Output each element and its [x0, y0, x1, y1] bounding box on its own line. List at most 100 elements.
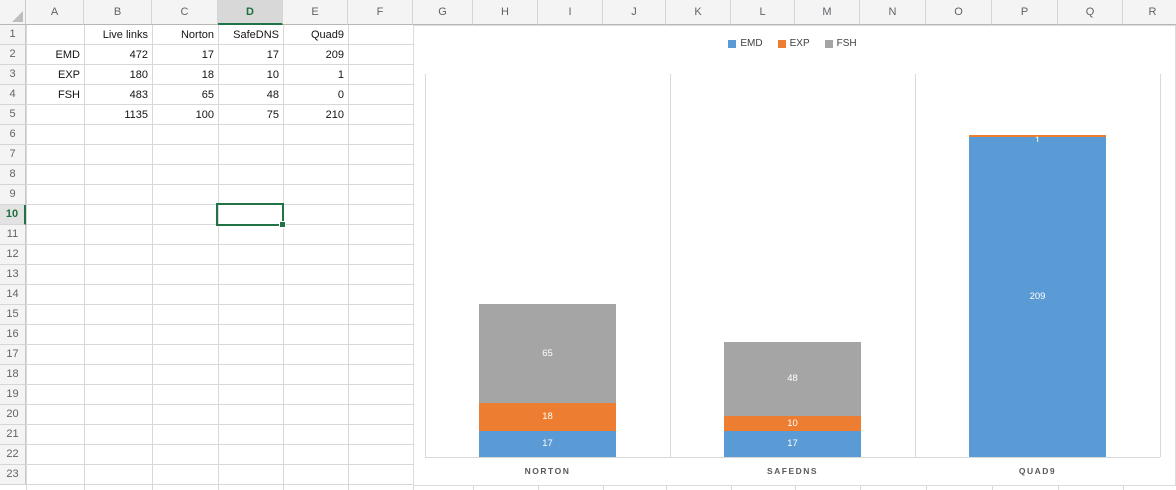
column-header-K[interactable]: K: [666, 0, 731, 25]
column-gridline: [283, 25, 284, 490]
column-header-A[interactable]: A: [26, 0, 84, 25]
column-header-C[interactable]: C: [152, 0, 218, 25]
row-header-23[interactable]: 23: [0, 465, 26, 485]
column-header-F[interactable]: F: [348, 0, 413, 25]
bar-segment-EXP-QUAD9[interactable]: 1: [969, 135, 1106, 142]
legend-item-FSH[interactable]: FSH: [824, 38, 857, 49]
cell-C5[interactable]: 100: [195, 109, 214, 121]
cell-E5[interactable]: 210: [325, 109, 344, 121]
cell-E2[interactable]: 209: [325, 49, 344, 61]
column-header-I[interactable]: I: [538, 0, 603, 25]
cell-C1[interactable]: Norton: [180, 29, 214, 41]
column-gridline: [84, 25, 85, 490]
data-label: 209: [1029, 290, 1046, 302]
column-gridline: [152, 25, 153, 490]
legend-swatch-EXP: [777, 39, 786, 48]
cell-D2[interactable]: 17: [266, 49, 279, 61]
column-header-P[interactable]: P: [992, 0, 1058, 25]
cell-A2[interactable]: EMD: [55, 49, 80, 61]
fill-handle[interactable]: [279, 221, 286, 228]
cell-A3[interactable]: EXP: [57, 69, 80, 81]
row-header-15[interactable]: 15: [0, 305, 26, 325]
row-header-6[interactable]: 6: [0, 125, 26, 145]
category-separator-gridline: [1160, 74, 1161, 457]
cell-D1[interactable]: SafeDNS: [233, 29, 279, 41]
column-header-M[interactable]: M: [795, 0, 860, 25]
column-header-L[interactable]: L: [731, 0, 795, 25]
select-all-triangle-icon: [12, 11, 23, 22]
row-header-2[interactable]: 2: [0, 45, 26, 65]
column-gridline: [26, 25, 27, 490]
legend-item-EMD[interactable]: EMD: [728, 38, 763, 49]
row-header-21[interactable]: 21: [0, 425, 26, 445]
legend-label: FSH: [836, 38, 857, 49]
cell-B3[interactable]: 180: [129, 69, 148, 81]
legend-swatch-FSH: [824, 39, 833, 48]
cell-E3[interactable]: 1: [337, 69, 344, 81]
legend-item-EXP[interactable]: EXP: [777, 38, 810, 49]
chart-legend: EMD EXP FSH: [425, 38, 1160, 49]
data-label: 10: [787, 417, 798, 429]
data-label: 1: [1034, 135, 1041, 143]
category-label-NORTON: NORTON: [524, 466, 571, 476]
data-label: 18: [542, 411, 553, 423]
column-header-Q[interactable]: Q: [1058, 0, 1123, 25]
bar-segment-EXP-SAFEDNS[interactable]: 10: [724, 415, 861, 431]
cell-D4[interactable]: 48: [266, 89, 279, 101]
column-header-O[interactable]: O: [926, 0, 992, 25]
row-header-13[interactable]: 13: [0, 265, 26, 285]
bar-segment-EXP-NORTON[interactable]: 18: [479, 403, 616, 431]
column-header-E[interactable]: E: [283, 0, 348, 25]
cell-C4[interactable]: 65: [201, 89, 214, 101]
legend-label: EXP: [789, 38, 810, 49]
cell-C2[interactable]: 17: [201, 49, 214, 61]
row-header-9[interactable]: 9: [0, 185, 26, 205]
column-header-J[interactable]: J: [603, 0, 666, 25]
column-header-R[interactable]: R: [1123, 0, 1176, 25]
column-header-G[interactable]: G: [413, 0, 473, 25]
column-header-D[interactable]: D: [218, 0, 283, 25]
row-header-4[interactable]: 4: [0, 85, 26, 105]
cell-B4[interactable]: 483: [129, 89, 148, 101]
row-header-22[interactable]: 22: [0, 445, 26, 465]
bar-segment-EMD-NORTON[interactable]: 17: [479, 430, 616, 457]
column-header-B[interactable]: B: [84, 0, 152, 25]
cell-B5[interactable]: 1135: [124, 109, 148, 121]
category-separator-gridline: [915, 74, 916, 457]
cell-D5[interactable]: 75: [266, 109, 279, 121]
data-label: 65: [542, 347, 553, 359]
bar-segment-FSH-SAFEDNS[interactable]: 48: [724, 342, 861, 416]
column-header-H[interactable]: H: [473, 0, 538, 25]
row-header-8[interactable]: 8: [0, 165, 26, 185]
row-header-19[interactable]: 19: [0, 385, 26, 405]
cell-B1[interactable]: Live links: [102, 29, 148, 41]
row-header-10[interactable]: 10: [0, 205, 26, 225]
row-header-14[interactable]: 14: [0, 285, 26, 305]
column-gridline: [348, 25, 349, 490]
row-header-5[interactable]: 5: [0, 105, 26, 125]
category-axis-line: [425, 457, 1160, 458]
row-header-18[interactable]: 18: [0, 365, 26, 385]
bar-segment-FSH-NORTON[interactable]: 65: [479, 303, 616, 404]
row-header-20[interactable]: 20: [0, 405, 26, 425]
cell-E1[interactable]: Quad9: [310, 29, 344, 41]
row-header-3[interactable]: 3: [0, 65, 26, 85]
bar-segment-EMD-QUAD9[interactable]: 209: [969, 136, 1106, 457]
legend-swatch-EMD: [728, 39, 737, 48]
select-all-corner[interactable]: [0, 0, 26, 25]
row-header-11[interactable]: 11: [0, 225, 26, 245]
row-header-7[interactable]: 7: [0, 145, 26, 165]
row-header-12[interactable]: 12: [0, 245, 26, 265]
bar-segment-EMD-SAFEDNS[interactable]: 17: [724, 430, 861, 457]
row-header-1[interactable]: 1: [0, 25, 26, 45]
cell-D3[interactable]: 10: [266, 69, 279, 81]
row-header-16[interactable]: 16: [0, 325, 26, 345]
cell-B2[interactable]: 472: [129, 49, 148, 61]
cell-C3[interactable]: 18: [201, 69, 214, 81]
cell-A4[interactable]: FSH: [58, 89, 80, 101]
column-header-N[interactable]: N: [860, 0, 926, 25]
stacked-bar-chart[interactable]: EMD EXP FSH 17 18 65 NORTON 17 10 48 SAFEDNS 209 1 Q…: [413, 25, 1176, 486]
row-header-17[interactable]: 17: [0, 345, 26, 365]
cell-E4[interactable]: 0: [337, 89, 344, 101]
